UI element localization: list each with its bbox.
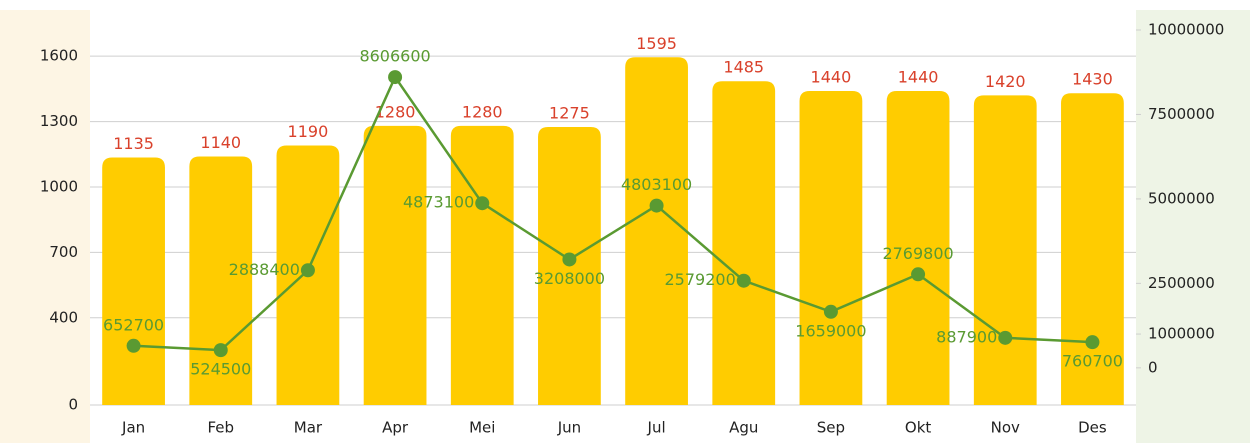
- bar-value-label: 1190: [288, 122, 329, 141]
- line-point: [388, 70, 403, 85]
- bar: [625, 57, 688, 406]
- bar-value-label: 1280: [375, 102, 416, 121]
- x-tick-label: Sep: [817, 419, 845, 437]
- y-tick-label: 0: [68, 396, 78, 414]
- bar: [886, 91, 950, 405]
- y2-tick-label: 2500000: [1148, 274, 1215, 292]
- line: [133, 74, 1093, 352]
- y2-tick-label: 10000000: [1148, 21, 1224, 39]
- line-value-label: 760700: [1062, 352, 1123, 371]
- line-value-label: 4873100: [403, 193, 474, 212]
- y-tick-label: 1600: [40, 47, 78, 65]
- bar-value-label: 1440: [898, 68, 939, 87]
- line-point: [649, 198, 664, 213]
- line-value-label: 3208000: [534, 269, 605, 288]
- bar-value-label: 1140: [200, 133, 241, 152]
- y2-tick-label: 7500000: [1148, 105, 1215, 123]
- x-tick-label: Jun: [557, 419, 581, 437]
- bar-value-label: 1485: [723, 58, 764, 77]
- line-value-label: 8606600: [359, 47, 430, 66]
- bar: [973, 95, 1037, 405]
- x-tick-label: Des: [1078, 419, 1107, 437]
- y2-tick-label: 5000000: [1148, 189, 1215, 207]
- x-tick-label: Okt: [905, 419, 931, 437]
- x-tick-label: Mei: [469, 419, 495, 437]
- bar: [102, 157, 165, 405]
- line-value-label: 652700: [103, 315, 164, 334]
- line-value-label: 524500: [190, 360, 251, 379]
- line-value-label: 2888400: [229, 260, 300, 279]
- bar: [712, 81, 776, 405]
- y-tick-label: 1000: [40, 177, 78, 195]
- bar-value-label: 1135: [113, 134, 154, 153]
- line-point: [475, 196, 490, 211]
- line-point: [998, 330, 1013, 345]
- line-value-label: 887900: [936, 327, 997, 346]
- line-point: [911, 267, 926, 282]
- x-tick-label: Nov: [991, 419, 1020, 437]
- bar-value-label: 1280: [462, 102, 503, 121]
- x-tick-label: Agu: [729, 419, 758, 437]
- x-tick-label: Feb: [207, 419, 234, 437]
- line-point: [126, 338, 141, 353]
- bar: [363, 125, 427, 405]
- bar: [799, 91, 863, 405]
- bar: [189, 156, 253, 405]
- line-point: [1085, 335, 1100, 350]
- line-point: [736, 273, 751, 288]
- line-point: [213, 343, 228, 358]
- x-tick-label: Jan: [121, 419, 145, 437]
- left-axis-band: [0, 10, 90, 443]
- line-value-label: 2579200: [664, 270, 735, 289]
- line-point: [300, 263, 315, 278]
- x-tick-label: Jul: [647, 419, 666, 437]
- y2-tick-label: 0: [1148, 358, 1158, 376]
- line-value-label: 4803100: [621, 175, 692, 194]
- x-tick-label: Apr: [382, 419, 409, 437]
- line-value-label: 2769800: [882, 244, 953, 263]
- bar-value-label: 1420: [985, 72, 1026, 91]
- bar-value-label: 1440: [811, 68, 852, 87]
- y2-tick-label: 1000000: [1148, 325, 1215, 343]
- y-tick-label: 400: [49, 308, 78, 326]
- bar: [450, 125, 514, 405]
- y-tick-label: 700: [49, 243, 78, 261]
- bar: [1061, 93, 1124, 405]
- line-point: [823, 304, 838, 319]
- line-value-label: 1659000: [795, 321, 866, 340]
- bar-value-label: 1595: [636, 34, 677, 53]
- line-point: [562, 252, 577, 267]
- bar-value-label: 1275: [549, 104, 590, 123]
- y-tick-label: 1300: [40, 112, 78, 130]
- right-axis-band: [1136, 10, 1250, 443]
- x-tick-label: Mar: [294, 419, 323, 437]
- bar-value-label: 1430: [1072, 70, 1113, 89]
